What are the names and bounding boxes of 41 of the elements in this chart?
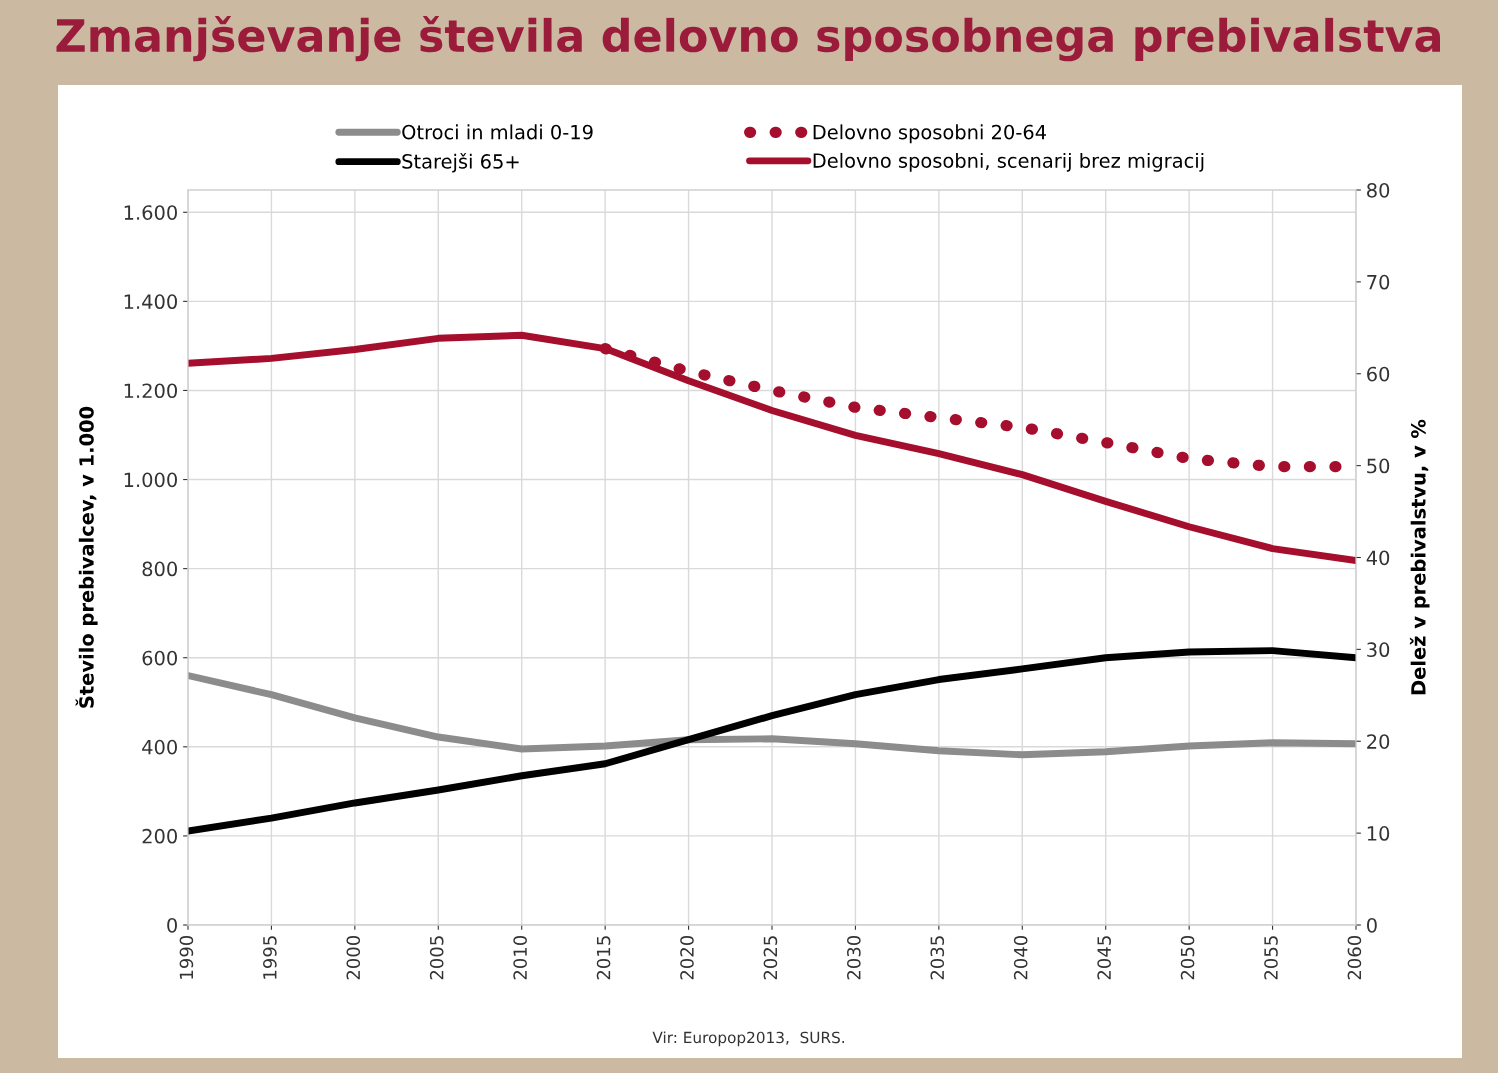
y-tick-label: 1.200 bbox=[124, 383, 177, 399]
y2-tick-label: 40 bbox=[1366, 550, 1390, 566]
y2-tick-label: 60 bbox=[1367, 366, 1390, 382]
y2-tick-label: 70 bbox=[1367, 274, 1390, 290]
y-tick-label: 0 bbox=[167, 917, 177, 933]
y2-tick-label: 0 bbox=[1367, 917, 1377, 933]
x-tick-label: 1990 bbox=[179, 935, 194, 979]
y-tick-label: 200 bbox=[142, 828, 177, 844]
legend-label: Otroci in mladi 0-19 bbox=[402, 124, 593, 140]
x-tick-label: 1995 bbox=[263, 936, 277, 979]
y2-tick-label: 50 bbox=[1367, 458, 1390, 474]
x-tick-label: 2025 bbox=[763, 936, 778, 980]
chart-title: Zmanjševanje števila delovno sposobnega prebivalstva bbox=[56, 16, 1440, 62]
x-tick-label: 2005 bbox=[429, 936, 444, 980]
x-tick-label: 2030 bbox=[847, 935, 861, 980]
x-tick-label: 2055 bbox=[1264, 936, 1278, 980]
legend-label: Delovno sposobni, scenarij brez migracij bbox=[813, 152, 1204, 172]
y-axis-title: Število prebivalcev, v 1.000 bbox=[75, 406, 98, 708]
y2-tick-label: 10 bbox=[1367, 826, 1390, 841]
y-tick-label: 1.600 bbox=[124, 205, 177, 220]
y2-tick-label: 20 bbox=[1367, 734, 1390, 749]
y2-axis-title: Delež v prebivalstvu, v % bbox=[1409, 419, 1430, 695]
x-tick-label: 2020 bbox=[680, 935, 694, 980]
legend-label: Delovno sposobni 20-64 bbox=[813, 124, 1046, 144]
y2-tick-label: 80 bbox=[1367, 182, 1390, 198]
text: Vir: Europop2013, SURS. bbox=[652, 1031, 844, 1047]
y2-tick-label: 30 bbox=[1367, 642, 1390, 658]
x-tick-label: 2015 bbox=[596, 936, 611, 980]
legend-label: Starejši 65+ bbox=[402, 152, 519, 173]
x-tick-label: 2045 bbox=[1097, 936, 1111, 980]
x-tick-label: 2060 bbox=[1347, 935, 1362, 980]
x-tick-label: 2035 bbox=[930, 936, 945, 980]
y-tick-label: 1.400 bbox=[124, 294, 177, 310]
x-tick-label: 2000 bbox=[346, 935, 361, 980]
x-tick-label: 2050 bbox=[1180, 935, 1195, 980]
x-tick-label: 2010 bbox=[513, 935, 527, 980]
y-tick-label: 400 bbox=[142, 739, 177, 755]
y-tick-label: 600 bbox=[142, 650, 177, 666]
y-tick-label: 1.000 bbox=[124, 472, 177, 488]
y-tick-label: 800 bbox=[142, 561, 177, 577]
x-tick-label: 2040 bbox=[1013, 935, 1028, 980]
